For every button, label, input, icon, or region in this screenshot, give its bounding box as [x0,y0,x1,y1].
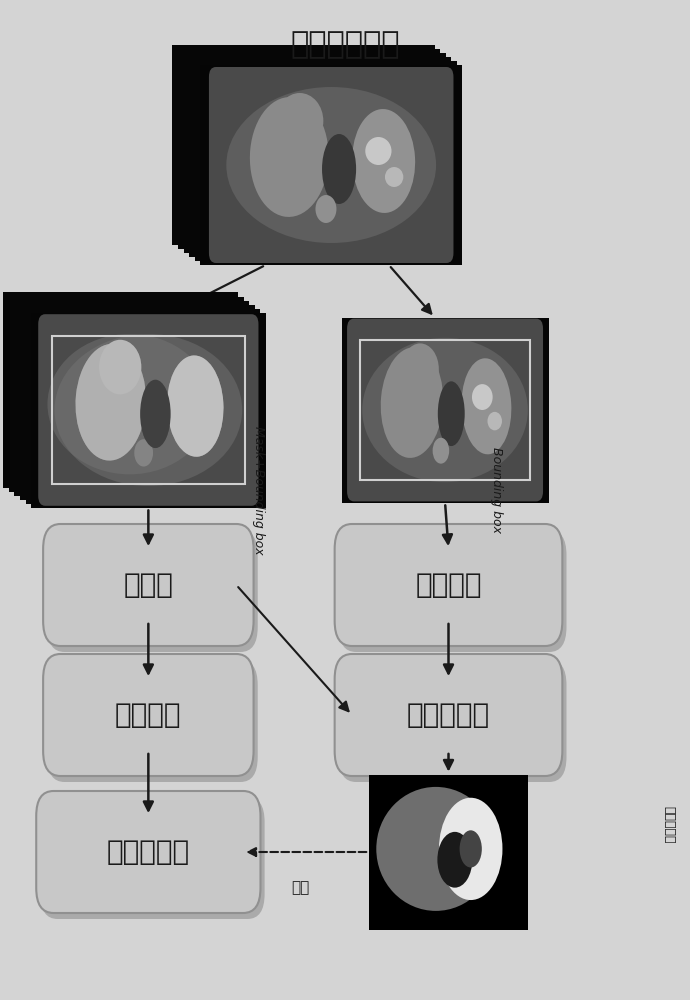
Text: 归一化预测: 归一化预测 [663,806,676,844]
Bar [26,308,260,504]
Ellipse shape [226,87,436,243]
Ellipse shape [402,343,439,395]
FancyBboxPatch shape [339,660,566,782]
Text: 自校正模块: 自校正模块 [407,701,490,729]
Ellipse shape [365,137,391,165]
Ellipse shape [462,358,511,454]
Ellipse shape [381,347,443,458]
Ellipse shape [99,340,141,394]
FancyBboxPatch shape [47,660,257,782]
Ellipse shape [167,355,224,457]
Ellipse shape [75,344,146,461]
Bar [14,300,249,496]
FancyBboxPatch shape [209,67,453,263]
FancyBboxPatch shape [347,319,543,501]
Ellipse shape [322,134,356,204]
Ellipse shape [439,798,502,900]
Bar [184,53,446,253]
Bar [178,49,440,249]
Text: 主网络: 主网络 [124,571,173,599]
Text: 辅助网络: 辅助网络 [415,571,482,599]
Ellipse shape [99,340,141,394]
Ellipse shape [48,334,212,474]
Ellipse shape [433,438,449,464]
Ellipse shape [55,334,242,486]
Ellipse shape [460,830,482,867]
Bar [360,340,530,480]
FancyBboxPatch shape [36,791,261,913]
Ellipse shape [362,338,528,482]
FancyBboxPatch shape [40,797,265,919]
FancyBboxPatch shape [47,530,257,652]
Bar [200,65,462,265]
FancyBboxPatch shape [339,530,566,652]
Bar [31,312,266,508]
Ellipse shape [352,109,415,213]
Bar [3,292,238,488]
Bar [20,304,255,500]
Text: Bounding box: Bounding box [491,447,503,533]
Bar [342,318,549,503]
Ellipse shape [437,832,473,888]
Ellipse shape [315,195,337,223]
FancyBboxPatch shape [38,314,259,506]
Text: Mask+Bounding box: Mask+Bounding box [253,426,265,554]
Bar [9,296,244,492]
Bar [195,61,457,261]
FancyBboxPatch shape [43,654,254,776]
Text: 病肺分割模块: 病肺分割模块 [290,30,400,60]
Text: 交叉燵损失: 交叉燵损失 [107,838,190,866]
Ellipse shape [140,380,170,448]
Ellipse shape [75,344,146,461]
Ellipse shape [376,787,495,911]
Bar [172,45,435,245]
Ellipse shape [472,384,493,410]
Ellipse shape [276,93,324,149]
FancyBboxPatch shape [43,524,254,646]
Bar [189,57,451,257]
Text: 语义分割: 语义分割 [115,701,181,729]
Ellipse shape [250,97,328,217]
Ellipse shape [385,167,404,187]
FancyBboxPatch shape [335,524,562,646]
Ellipse shape [488,412,502,430]
Ellipse shape [140,380,170,448]
Ellipse shape [135,439,153,467]
Bar [52,336,244,484]
Text: 匹配: 匹配 [291,880,309,896]
Ellipse shape [438,381,465,446]
FancyBboxPatch shape [335,654,562,776]
Ellipse shape [167,355,224,457]
Bar [369,774,528,930]
